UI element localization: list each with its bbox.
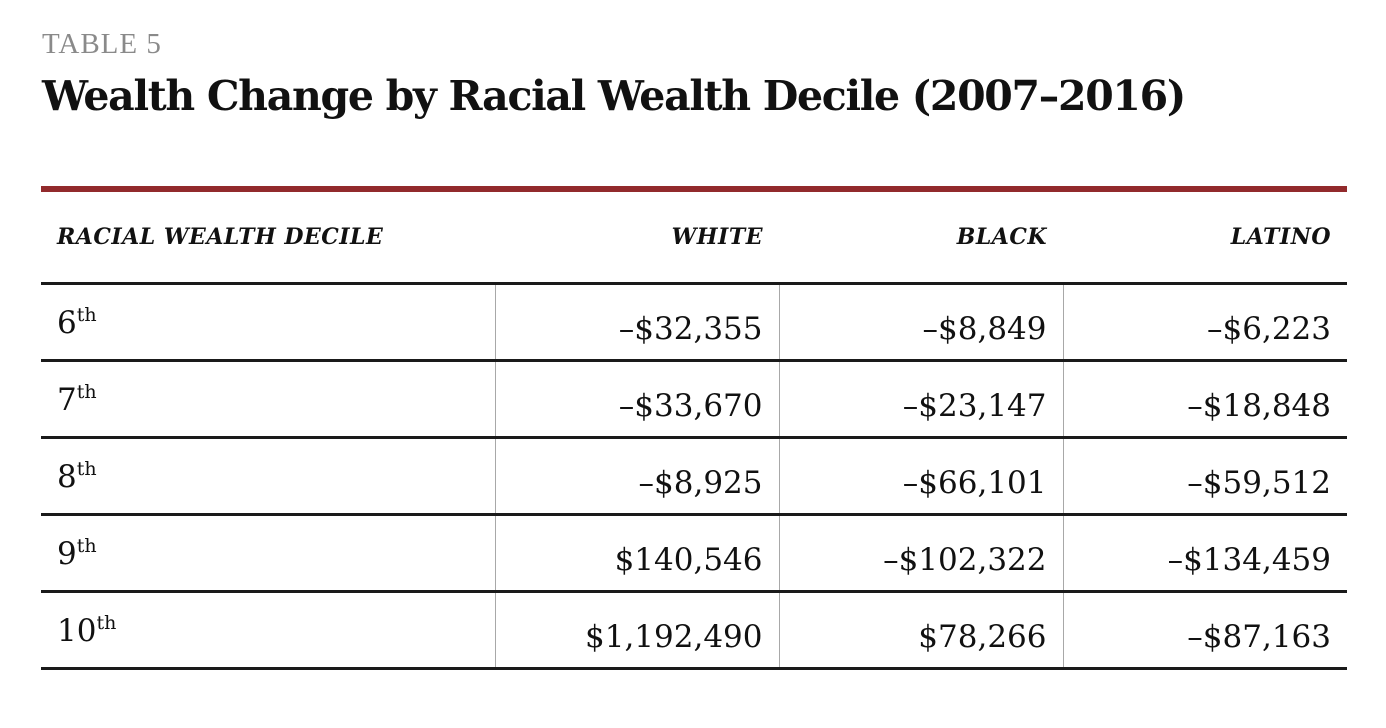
black-value-cell: –$102,322 [778, 514, 1063, 593]
decile-cell: 7th [41, 360, 495, 439]
column-header-latino: LATINO [1063, 192, 1347, 285]
decile-cell: 8th [41, 437, 495, 516]
latino-value-cell: –$87,163 [1062, 591, 1347, 670]
decile-number: 9 [57, 536, 77, 572]
table-row: 9th $140,546 –$102,322 –$134,459 [41, 514, 1347, 593]
table-row: 8th –$8,925 –$66,101 –$59,512 [41, 437, 1347, 516]
column-header-decile: RACIAL WEALTH DECILE [41, 192, 495, 285]
white-value-cell: –$32,355 [494, 283, 779, 362]
latino-value-cell: –$18,848 [1062, 360, 1347, 439]
black-value-cell: –$66,101 [778, 437, 1063, 516]
white-value-cell: $1,192,490 [494, 591, 779, 670]
black-value-cell: –$8,849 [778, 283, 1063, 362]
white-value-cell: –$33,670 [494, 360, 779, 439]
latino-value-cell: –$6,223 [1062, 283, 1347, 362]
decile-number: 10 [57, 613, 97, 649]
table-header-row: RACIAL WEALTH DECILE WHITE BLACK LATINO [41, 192, 1347, 285]
decile-suffix: th [76, 304, 97, 326]
column-header-black: BLACK [779, 192, 1063, 285]
decile-suffix: th [76, 458, 97, 480]
white-value-cell: –$8,925 [494, 437, 779, 516]
latino-value-cell: –$134,459 [1062, 514, 1347, 593]
table-row: 6th –$32,355 –$8,849 –$6,223 [41, 283, 1347, 362]
wealth-change-table: RACIAL WEALTH DECILE WHITE BLACK LATINO … [41, 192, 1347, 670]
table-label: TABLE 5 [42, 28, 162, 60]
black-value-cell: $78,266 [778, 591, 1063, 670]
decile-cell: 6th [41, 283, 495, 362]
table-title: Wealth Change by Racial Wealth Decile (2… [42, 72, 1186, 120]
decile-suffix: th [96, 612, 117, 634]
decile-cell: 9th [41, 514, 495, 593]
decile-number: 8 [57, 459, 77, 495]
table-row: 7th –$33,670 –$23,147 –$18,848 [41, 360, 1347, 439]
latino-value-cell: –$59,512 [1062, 437, 1347, 516]
decile-cell: 10th [41, 591, 495, 670]
decile-number: 7 [57, 382, 77, 418]
column-header-white: WHITE [495, 192, 779, 285]
wealth-table-container: RACIAL WEALTH DECILE WHITE BLACK LATINO … [41, 186, 1347, 670]
table-row: 10th $1,192,490 $78,266 –$87,163 [41, 591, 1347, 670]
table-accent-bar [41, 186, 1347, 192]
decile-number: 6 [57, 305, 77, 341]
white-value-cell: $140,546 [494, 514, 779, 593]
black-value-cell: –$23,147 [778, 360, 1063, 439]
decile-suffix: th [76, 535, 97, 557]
decile-suffix: th [76, 381, 97, 403]
